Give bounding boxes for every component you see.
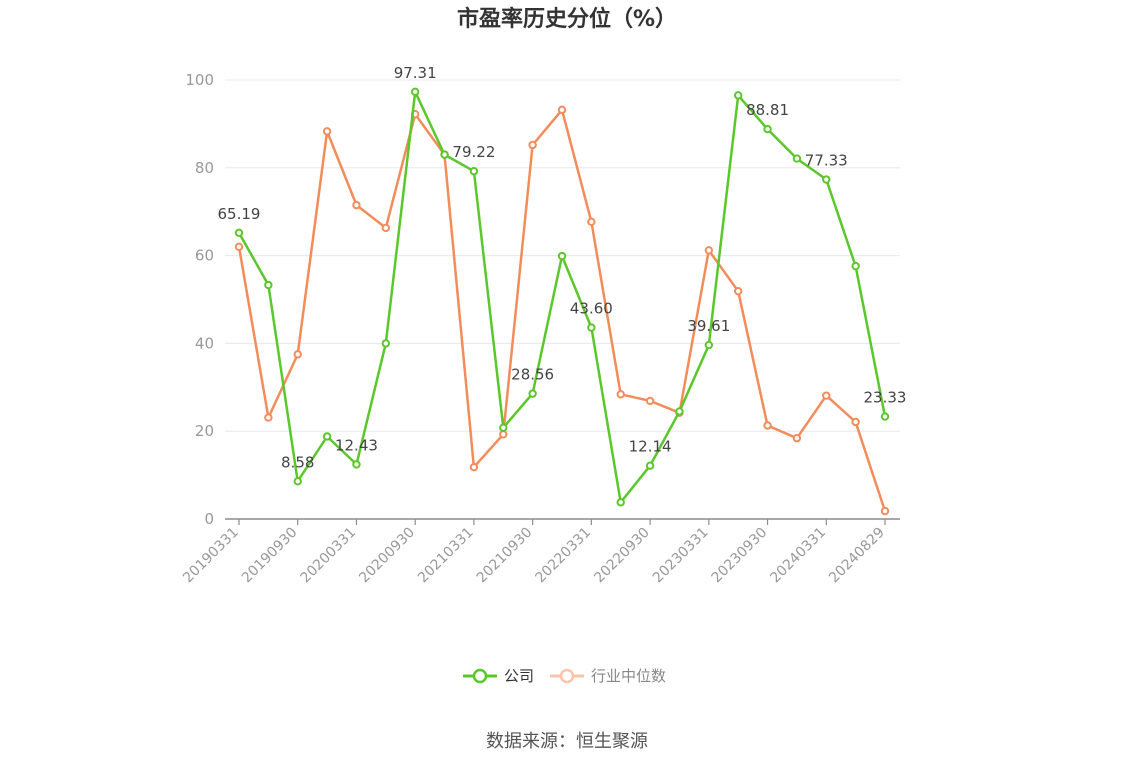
x-tick-label: 20190331 [180,525,242,587]
y-tick-label: 60 [195,247,214,265]
x-tick-label: 20200930 [356,525,418,587]
company-data-label: 12.43 [335,436,378,454]
x-tick-label: 20230331 [650,525,712,587]
industry-point [792,434,802,443]
company-point [557,251,567,261]
company-point [234,228,244,238]
industry-point [322,127,332,136]
company-point [880,412,890,421]
industry-point [499,430,508,439]
y-tick-label: 20 [195,422,214,440]
company-point [528,389,537,398]
industry-point [763,421,772,430]
y-tick-label: 40 [195,334,214,352]
company-data-label: 97.31 [394,64,437,82]
company-data-label: 88.81 [746,101,789,119]
company-point [792,154,802,163]
series-company [234,87,890,507]
company-point [264,280,273,290]
company-point [352,460,361,469]
company-point [410,87,420,97]
company-point [440,150,449,159]
industry-point [264,413,273,422]
y-tick-label: 80 [195,159,214,177]
industry-point [616,390,625,399]
company-point [499,423,508,432]
company-point [763,124,772,134]
x-tick-label: 20220930 [591,525,653,587]
series-layer [234,87,890,516]
legend-company-marker [472,668,488,684]
company-point [851,261,860,271]
industry-point [381,223,391,233]
industry-point [880,506,890,516]
legend: 公司 行业中位数 [463,667,666,685]
y-tick-label: 100 [185,71,214,89]
x-tick-label: 20210331 [415,525,477,587]
company-point [469,167,479,176]
axis-layer: 0 20 40 60 80 100 2019033120190930202003312020… [180,71,900,586]
legend-company-label: 公司 [504,667,534,685]
data-source: 数据来源：恒生聚源 [486,731,648,752]
industry-point [645,396,655,406]
company-point [645,461,655,470]
company-point [587,323,596,332]
company-data-label: 23.33 [864,389,907,407]
company-data-label: 43.60 [570,300,613,318]
industry-point [851,417,860,427]
industry-point [704,246,714,255]
company-point [733,91,743,100]
legend-item-industry[interactable]: 行业中位数 [550,667,666,685]
legend-industry-label: 行业中位数 [591,667,666,685]
company-point [381,339,391,348]
data-label-layer: 65.19 8.58 12.43 97.31 79.22 28.56 43.60 12.14 3… [218,64,907,472]
x-tick-label: 20220331 [532,525,594,587]
company-point [675,407,684,416]
company-data-label: 77.33 [805,152,848,170]
company-point [822,175,831,184]
company-point [322,432,332,441]
company-data-label: 8.58 [281,453,314,471]
industry-point [557,105,567,115]
company-point [293,477,302,486]
x-tick-label: 20190930 [239,525,301,587]
y-tick-label: 0 [204,510,214,528]
legend-item-company[interactable]: 公司 [463,667,534,685]
industry-point [293,350,302,359]
company-data-label: 79.22 [452,143,495,161]
industry-point [587,217,596,226]
legend-industry-marker [559,668,575,684]
x-tick-label: 20200331 [298,525,360,587]
industry-point [469,462,479,472]
industry-point [352,200,361,210]
industry-point [234,242,244,252]
company-point [704,340,714,350]
company-data-label: 65.19 [218,205,261,223]
x-tick-label: 20240829 [826,525,888,587]
company-data-label: 39.61 [687,317,730,335]
company-data-label: 28.56 [511,366,554,384]
x-tick-label: 20240331 [767,525,829,587]
company-point [616,498,625,507]
industry-point [733,286,743,296]
x-tick-label: 20230930 [709,525,771,587]
company-data-label: 12.14 [629,438,672,456]
chart-title: 市盈率历史分位（%） [457,6,677,32]
industry-point [528,140,537,150]
x-tick-label: 20210930 [474,525,536,587]
industry-point [822,391,831,400]
